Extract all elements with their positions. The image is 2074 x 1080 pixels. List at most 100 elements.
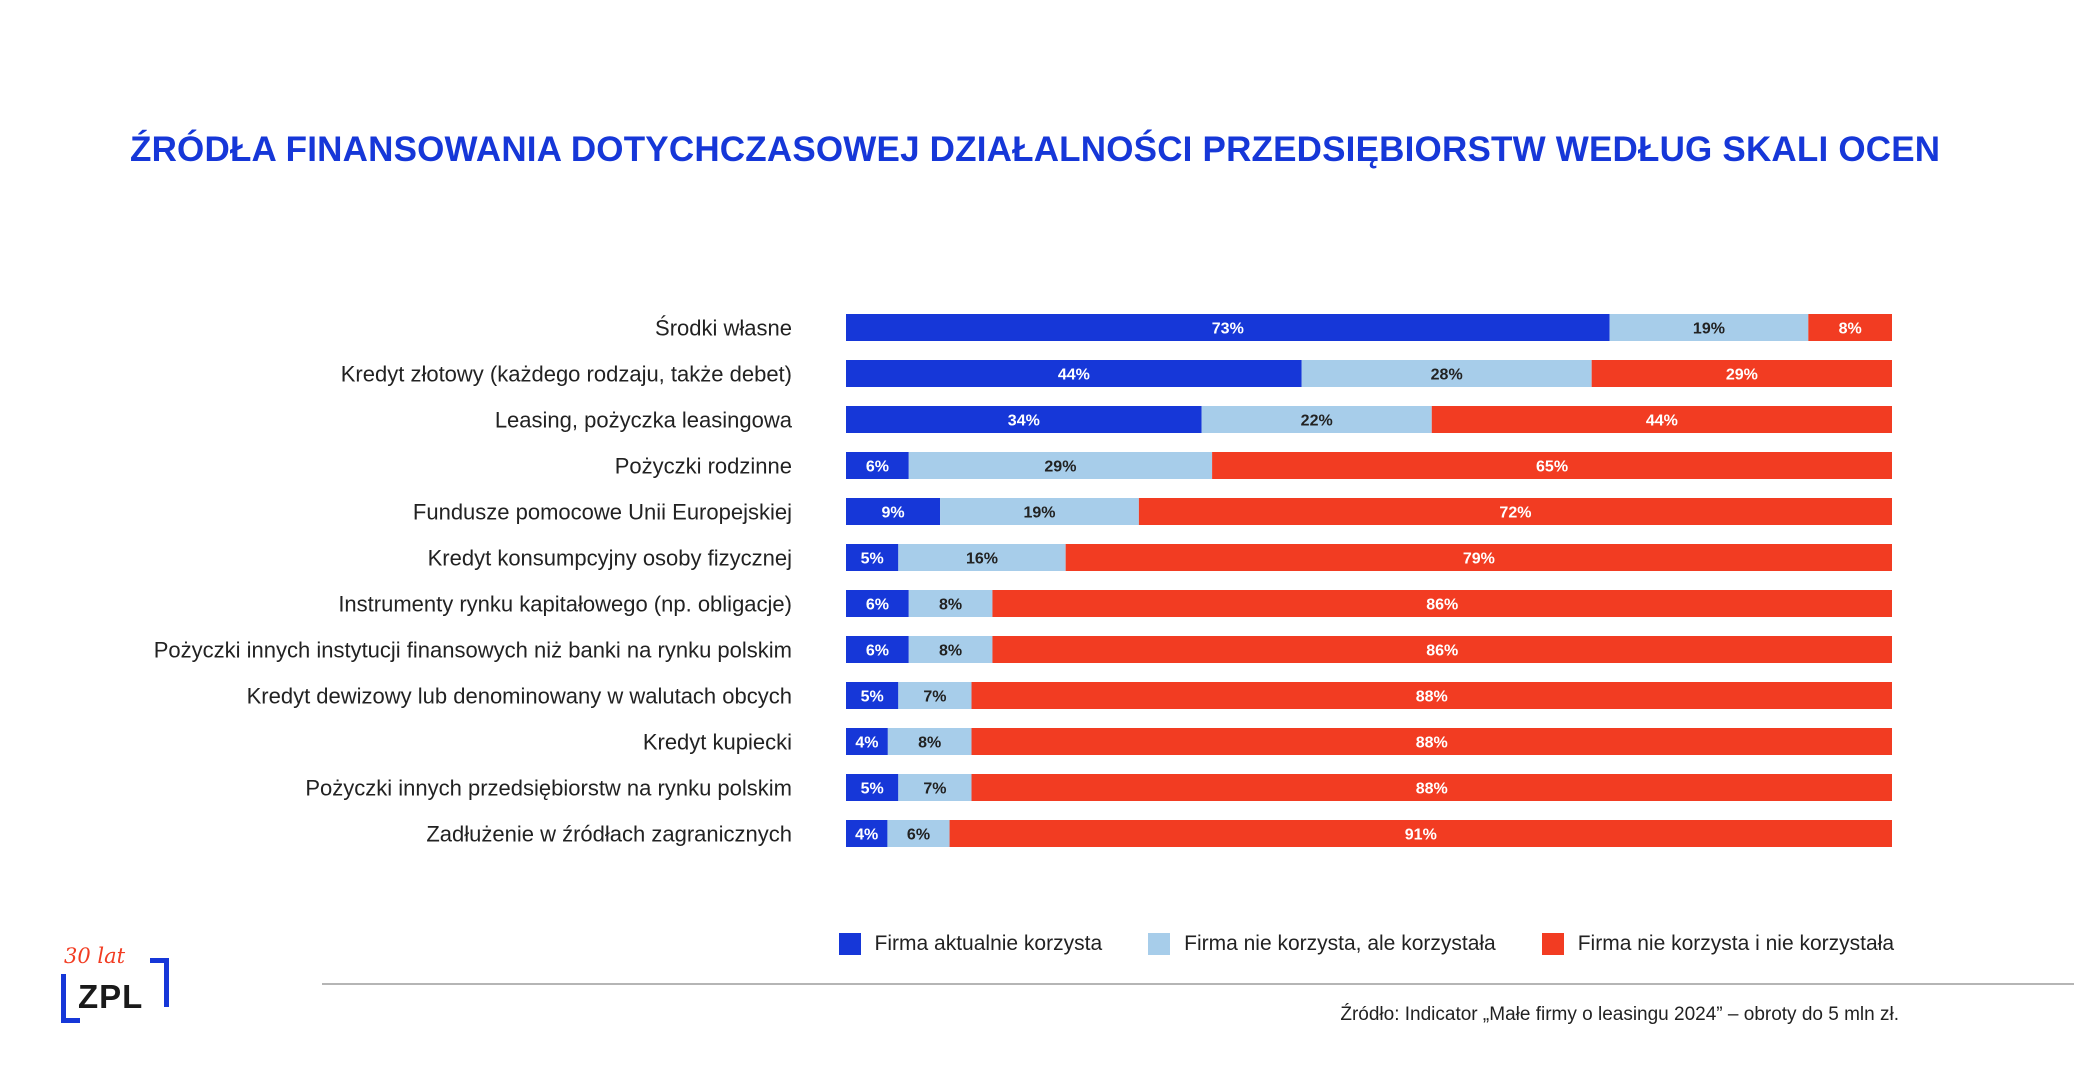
bar-segment-s0 — [846, 498, 941, 525]
legend-item-past: Firma nie korzysta, ale korzystała — [1148, 932, 1496, 956]
bar-segment-s2 — [1138, 498, 1892, 525]
bar-value-label: 6% — [866, 643, 889, 660]
bar-value-label: 5% — [861, 689, 884, 706]
bar-value-label: 5% — [861, 551, 884, 568]
bar-segment-s0 — [846, 452, 909, 479]
bar-segment-s2 — [1591, 360, 1892, 387]
bar-value-label: 19% — [1023, 505, 1055, 522]
bar-segment-s0 — [846, 406, 1202, 433]
bar-value-label: 6% — [866, 597, 889, 614]
bar-value-label: 7% — [923, 689, 946, 706]
bar-value-label: 44% — [1058, 367, 1090, 384]
bar-value-label: 91% — [1405, 827, 1437, 844]
bar-value-label: 72% — [1499, 505, 1531, 522]
bar-segment-s2 — [949, 820, 1892, 847]
bar-segment-s2 — [971, 728, 1892, 755]
bar-segment-s1 — [908, 590, 993, 617]
legend-item-current: Firma aktualnie korzysta — [838, 932, 1103, 956]
bar-value-label: 8% — [939, 643, 962, 660]
bar-value-label: 79% — [1463, 551, 1495, 568]
logo-bracket-left-icon — [61, 974, 80, 1023]
bar-value-label: 73% — [1212, 321, 1244, 338]
bar-segment-s2 — [971, 682, 1892, 709]
legend: Firma aktualnie korzysta Firma nie korzy… — [838, 932, 1894, 956]
category-label: Pożyczki rodzinne — [615, 454, 792, 479]
legend-swatch-past — [1148, 933, 1171, 955]
category-label: Kredyt kupiecki — [643, 730, 792, 755]
category-label: Kredyt konsumpcyjny osoby fizycznej — [428, 546, 792, 571]
bar-segment-s1 — [887, 820, 950, 847]
bar-value-label: 8% — [1839, 321, 1862, 338]
category-label: Kredyt dewizowy lub denominowany w walut… — [247, 684, 792, 709]
bar-segment-s1 — [898, 774, 972, 801]
bar-value-label: 9% — [882, 505, 905, 522]
bar-value-label: 88% — [1416, 735, 1448, 752]
bar-segment-s1 — [898, 682, 972, 709]
bar-segment-s0 — [846, 590, 909, 617]
bar-value-label: 34% — [1008, 413, 1040, 430]
bar-segment-s0 — [846, 636, 909, 663]
divider — [322, 983, 2074, 985]
bar-value-label: 22% — [1301, 413, 1333, 430]
bar-value-label: 86% — [1426, 597, 1458, 614]
chart-title: ŹRÓDŁA FINANSOWANIA DOTYCHCZASOWEJ DZIAŁ… — [130, 130, 1941, 169]
category-label: Pożyczki innych przedsiębiorstw na rynku… — [305, 776, 792, 801]
bar-segment-s0 — [846, 360, 1302, 387]
category-label: Pożyczki innych instytucji finansowych n… — [154, 638, 792, 663]
bar-segment-s2 — [971, 774, 1892, 801]
bar-segment-s1 — [898, 544, 1066, 571]
bar-value-label: 29% — [1726, 367, 1758, 384]
bar-value-label: 4% — [855, 827, 878, 844]
bar-value-label: 29% — [1044, 459, 1076, 476]
bar-value-label: 8% — [918, 735, 941, 752]
bar-segment-s0 — [846, 728, 888, 755]
bar-value-label: 28% — [1431, 367, 1463, 384]
bar-segment-s0 — [846, 544, 899, 571]
category-label: Instrumenty rynku kapitałowego (np. obli… — [338, 592, 792, 617]
logo-text: ZPL — [78, 978, 144, 1015]
bar-value-label: 5% — [861, 781, 884, 798]
bar-segment-s1 — [908, 452, 1213, 479]
legend-label-never: Firma nie korzysta i nie korzystała — [1577, 932, 1894, 955]
bar-segment-s2 — [992, 636, 1892, 663]
bar-value-label: 6% — [866, 459, 889, 476]
bar-segment-s1 — [887, 728, 972, 755]
bar-value-label: 7% — [923, 781, 946, 798]
stacked-bar-chart: Środki własne 73% 19% 8% Kredyt złotowy (każ… — [154, 314, 1892, 847]
logo-years: 30 lat — [64, 944, 126, 968]
bar-segment-s2 — [1065, 544, 1892, 571]
bar-value-label: 86% — [1426, 643, 1458, 660]
bar-value-label: 16% — [966, 551, 998, 568]
category-label: Zadłużenie w źródłach zagranicznych — [426, 822, 792, 847]
bar-value-label: 4% — [855, 735, 878, 752]
bar-value-label: 88% — [1416, 781, 1448, 798]
category-label: Kredyt złotowy (każdego rodzaju, także d… — [341, 362, 792, 387]
bar-segment-s0 — [846, 682, 899, 709]
bar-segment-s1 — [1201, 406, 1432, 433]
category-label: Fundusze pomocowe Unii Europejskiej — [413, 500, 792, 525]
bar-segment-s1 — [1609, 314, 1809, 341]
bar-segment-s2 — [992, 590, 1892, 617]
legend-label-current: Firma aktualnie korzysta — [874, 932, 1103, 955]
zpl-logo: 30 lat ZPL — [58, 944, 178, 1028]
bar-value-label: 44% — [1646, 413, 1678, 430]
bar-segment-s2 — [1431, 406, 1892, 433]
bar-value-label: 19% — [1693, 321, 1725, 338]
legend-item-never: Firma nie korzysta i nie korzystała — [1541, 932, 1894, 956]
bar-value-label: 88% — [1416, 689, 1448, 706]
logo-bracket-right-icon — [150, 958, 169, 1007]
bar-segment-s0 — [846, 820, 888, 847]
legend-swatch-never — [1541, 933, 1564, 955]
bar-segment-s1 — [1301, 360, 1592, 387]
legend-label-past: Firma nie korzysta, ale korzystała — [1184, 932, 1496, 955]
bar-value-label: 65% — [1536, 459, 1568, 476]
bar-value-label: 6% — [907, 827, 930, 844]
source-note: Źródło: Indicator „Małe firmy o leasingu… — [1340, 1004, 1899, 1025]
category-label: Leasing, pożyczka leasingowa — [495, 408, 793, 433]
bar-segment-s2 — [1808, 314, 1892, 341]
bar-segment-s0 — [846, 774, 899, 801]
category-label: Środki własne — [655, 316, 792, 341]
bar-segment-s1 — [940, 498, 1139, 525]
bar-segment-s2 — [1212, 452, 1892, 479]
bar-value-label: 8% — [939, 597, 962, 614]
